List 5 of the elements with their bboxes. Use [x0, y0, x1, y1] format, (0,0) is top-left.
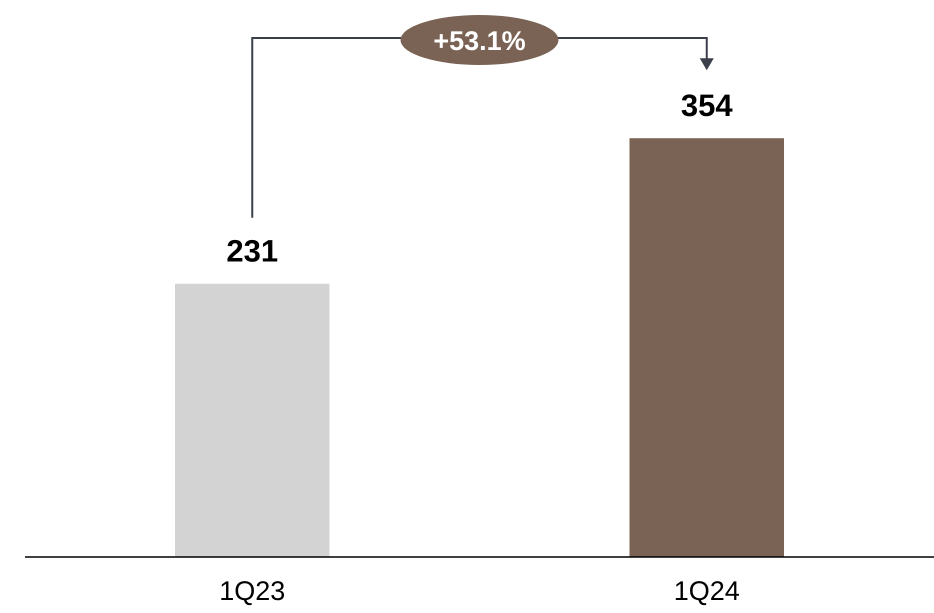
text: +53.1% [433, 26, 526, 56]
data-label: 354 [680, 88, 734, 124]
x-tick-label: 1Q23 [219, 576, 286, 606]
data-label: 231 [226, 234, 278, 269]
x-tick-label: 1Q24 [674, 576, 740, 606]
